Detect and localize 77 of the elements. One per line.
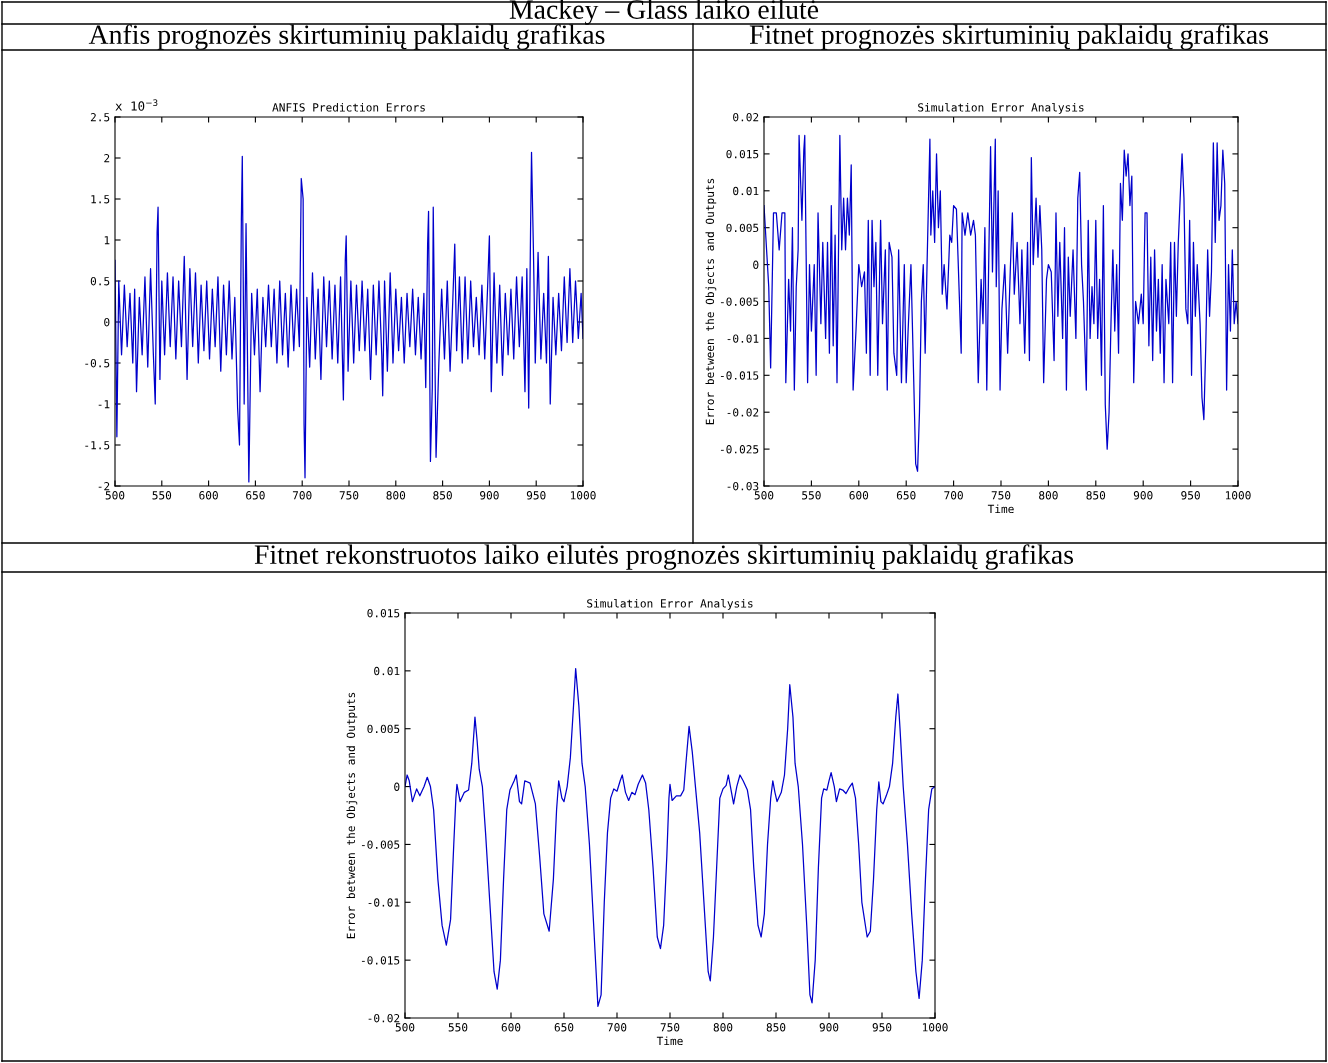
x-tick-label: 650 [554,1023,574,1032]
y-tick-label: -0.005 [361,840,400,849]
x-tick-label: 550 [802,491,821,500]
y-tick-label: -0.015 [720,371,759,380]
x-tick-label: 950 [872,1023,892,1032]
x-tick-label: 550 [152,491,172,500]
x-tick-label: 700 [944,491,963,500]
y-tick-label: 1 [104,236,110,245]
x-tick-label: 750 [991,491,1011,500]
y-tick-label: -0.03 [727,482,759,491]
chart-title: Anfis prognozės skirtuminių paklaidų grafikas [88,24,605,50]
y-tick-label: 1.5 [91,195,110,204]
chart-title: Fitnet rekonstruotos laiko eilutės prognozės skirtuminių paklaidų grafikas [254,544,1074,570]
x-tick-label: 850 [766,1023,786,1032]
line-series [764,134,1238,472]
y-tick-label: -0.01 [727,334,759,343]
x-tick-label: 500 [754,491,774,500]
y-tick-label: -2 [98,482,110,491]
y-tick-label: 0.01 [374,666,400,676]
x-tick-label: 900 [819,1023,839,1032]
y-tick-label: -0.005 [720,297,759,306]
x-tick-label: 800 [386,491,406,500]
x-tick-label: 950 [526,491,546,500]
y-tick-label: -0.025 [720,445,759,454]
y-tick-label: 0.005 [726,223,759,233]
x-tick-label: 650 [246,491,265,500]
x-tick-label: 650 [896,491,916,500]
y-tick-label: -0.02 [368,1014,400,1023]
y-tick-label: 0.5 [90,277,110,286]
y-tick-label: -0.5 [85,359,110,368]
y-tick-label: -0.01 [368,898,400,907]
y-tick-label: 0 [104,318,110,327]
x-tick-label: 900 [480,491,499,500]
x-tick-label: 600 [199,491,218,500]
y-axis-title: Error between the Objects and Outputs [346,692,358,939]
x-tick-label: 550 [448,1023,468,1032]
x-tick-label: 700 [607,1023,627,1032]
y-tick-label: -1.5 [85,441,110,450]
y-tick-label: -0.02 [727,408,759,417]
x-tick-label: 850 [1086,491,1106,500]
y-tick-label: 0.015 [726,149,759,159]
x-tick-label: 750 [660,1023,680,1032]
x-tick-label: 900 [1133,491,1153,500]
x-tick-label: 1000 [1225,491,1251,500]
y-tick-label: 0.01 [733,186,759,196]
x-axis-title: Time [987,504,1014,514]
y-tick-label: -1 [98,400,110,409]
y-tick-label: 0.015 [367,609,400,618]
x-tick-label: 500 [395,1023,415,1032]
x-axis-title: Time [656,1036,683,1046]
y-tick-label: 0.005 [367,724,400,734]
y-tick-label: 2 [104,154,110,163]
text: Mackey – Glass laiko eilutė [509,0,819,25]
y-tick-label: 0 [394,782,400,791]
x-tick-label: 700 [292,491,312,500]
x-tick-label: 800 [1039,491,1058,500]
x-tick-label: 600 [501,1023,521,1032]
y-tick-label: 0 [753,260,759,270]
x-tick-label: 950 [1181,491,1200,500]
text: x 10$^{−3}$ [115,99,158,111]
y-tick-label: -0.015 [361,956,400,965]
x-tick-label: 800 [713,1023,733,1032]
x-tick-label: 1000 [570,491,596,500]
x-tick-label: 500 [105,491,125,500]
y-tick-label: 2.5 [90,113,110,122]
line-series [405,667,935,1008]
x-tick-label: 1000 [922,1023,948,1032]
chart-subtitle: ANFIS Prediction Errors [272,103,425,112]
x-tick-label: 750 [339,491,359,500]
chart-subtitle: Simulation Error Analysis [587,598,753,610]
x-tick-label: 600 [849,491,869,500]
chart-title: Fitnet prognozės skirtuminių paklaidų grafikas [749,24,1268,50]
x-tick-label: 850 [433,491,452,500]
y-axis-title: Error between the Objects and Outputs [705,178,717,425]
line-series [115,151,583,483]
chart-subtitle: Simulation Error Analysis [918,102,1084,114]
y-tick-label: 0.02 [733,113,759,122]
